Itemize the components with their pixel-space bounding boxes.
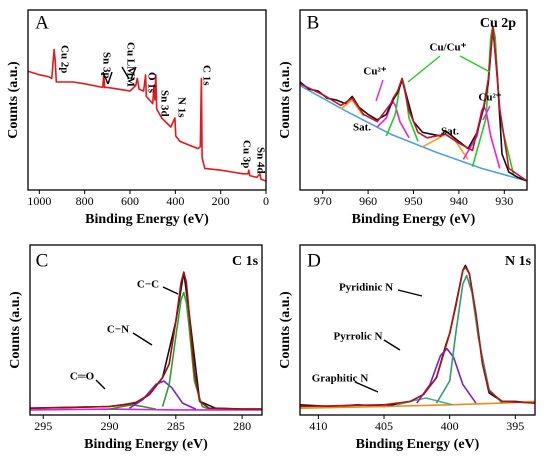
x-axis-label: Binding Energy (eV) xyxy=(85,212,209,227)
spectrum-line xyxy=(29,271,262,410)
peak-annotation: Cu 2p xyxy=(58,45,70,73)
annotation-arrow xyxy=(121,66,130,80)
x-tick-label: 950 xyxy=(405,194,423,208)
x-tick-label: 1000 xyxy=(27,194,51,208)
peak-annotation: Cu 3p xyxy=(240,140,252,168)
annotation-arrow xyxy=(354,381,379,393)
peak-annotation: O 1s xyxy=(145,72,157,94)
panel-label: D xyxy=(307,250,321,271)
spectrum-line xyxy=(128,380,197,410)
annotation-arrow xyxy=(375,79,384,102)
peak-annotation: C−C xyxy=(137,279,159,291)
x-tick-label: 280 xyxy=(233,419,251,433)
x-tick-label: 930 xyxy=(495,194,513,208)
spectrum-line xyxy=(435,274,503,404)
x-axis-label: Binding Energy (eV) xyxy=(352,212,476,227)
panel: 970 960 950 940 930 Binding Energy (eV) Counts… xyxy=(278,9,528,227)
peak-annotation: N 1s xyxy=(175,97,187,118)
panel: 1000 800 600 400 200 0 Binding Energy (eV) Coun… xyxy=(6,9,269,227)
annotation-arrow xyxy=(482,105,491,121)
annotation-arrow xyxy=(132,332,153,346)
x-tick-label: 400 xyxy=(441,419,459,433)
spectrum-line xyxy=(299,84,528,182)
x-tick-label: 0 xyxy=(263,194,269,208)
peak-annotation: Pyridinic N xyxy=(339,282,393,294)
x-tick-label: 285 xyxy=(167,419,185,433)
panel-title: Cu 2p xyxy=(480,16,516,31)
x-tick-label: 410 xyxy=(309,419,327,433)
y-axis-label: Counts (a.u.) xyxy=(6,61,21,139)
peak-annotation: C−N xyxy=(107,324,129,336)
x-tick-label: 405 xyxy=(375,419,393,433)
x-tick-label: 970 xyxy=(314,194,332,208)
peak-annotation: Pyrrolic N xyxy=(334,331,383,343)
annotation-arrow xyxy=(162,286,179,295)
panel-label: B xyxy=(307,12,320,33)
peak-annotation: C 1s xyxy=(200,65,212,86)
peak-annotation: C═O xyxy=(70,371,95,383)
peak-annotation: Sn 3d xyxy=(158,90,170,117)
peak-annotation: Sat. xyxy=(441,126,459,138)
annotation-arrow xyxy=(397,289,423,297)
y-axis-label: Counts (a.u.) xyxy=(278,291,293,369)
panel-label: C xyxy=(36,250,49,271)
panel: 295 290 285 280 Binding Energy (eV) Counts (a… xyxy=(8,244,263,452)
spectrum-line xyxy=(340,99,365,117)
annotation-arrow xyxy=(459,55,491,73)
spectrum-line xyxy=(27,48,267,182)
y-axis-label: Counts (a.u.) xyxy=(278,61,293,139)
spectrum-line xyxy=(299,25,528,182)
panel-title: N 1s xyxy=(505,254,532,269)
x-tick-label: 395 xyxy=(506,419,524,433)
peak-annotation: Sat. xyxy=(353,122,371,134)
x-tick-label: 295 xyxy=(34,419,52,433)
x-tick-label: 960 xyxy=(359,194,377,208)
spectrum-line xyxy=(299,266,536,408)
panel: 410 405 400 395 Binding Energy (eV) Counts (a… xyxy=(278,244,536,452)
peak-annotation: Cu LMM xyxy=(124,42,136,88)
spectrum-line xyxy=(385,77,419,142)
panel-title: C 1s xyxy=(232,254,259,269)
plot-frame xyxy=(29,244,263,416)
plot-frame xyxy=(299,244,536,416)
peak-annotation: Sn 4d xyxy=(254,147,266,174)
spectrum-line xyxy=(416,347,477,404)
peak-annotation: Graphitic N xyxy=(312,373,369,385)
x-tick-label: 200 xyxy=(212,194,230,208)
x-tick-label: 400 xyxy=(166,194,184,208)
spectrum-line xyxy=(109,404,157,410)
plot-frame xyxy=(27,9,267,191)
x-tick-label: 940 xyxy=(450,194,468,208)
panel-label: A xyxy=(35,12,49,33)
annotation-arrow xyxy=(407,55,441,83)
peak-annotation: Cu/Cu⁺ xyxy=(430,42,467,54)
annotation-arrow xyxy=(383,339,401,351)
x-axis-label: Binding Energy (eV) xyxy=(356,437,480,452)
annotation-arrow xyxy=(102,71,109,85)
annotation-arrow xyxy=(95,379,106,390)
x-tick-label: 600 xyxy=(121,194,139,208)
annotation-arrow xyxy=(107,71,113,85)
peak-annotation: Cu²⁺ xyxy=(363,66,386,78)
annotation-arrow xyxy=(130,66,137,80)
x-tick-label: 800 xyxy=(76,194,94,208)
x-tick-label: 290 xyxy=(101,419,119,433)
x-axis-label: Binding Energy (eV) xyxy=(84,437,208,452)
spectrum-line xyxy=(29,408,262,411)
peak-annotation: Cu²⁺ xyxy=(478,92,501,104)
y-axis-label: Counts (a.u.) xyxy=(8,291,23,369)
